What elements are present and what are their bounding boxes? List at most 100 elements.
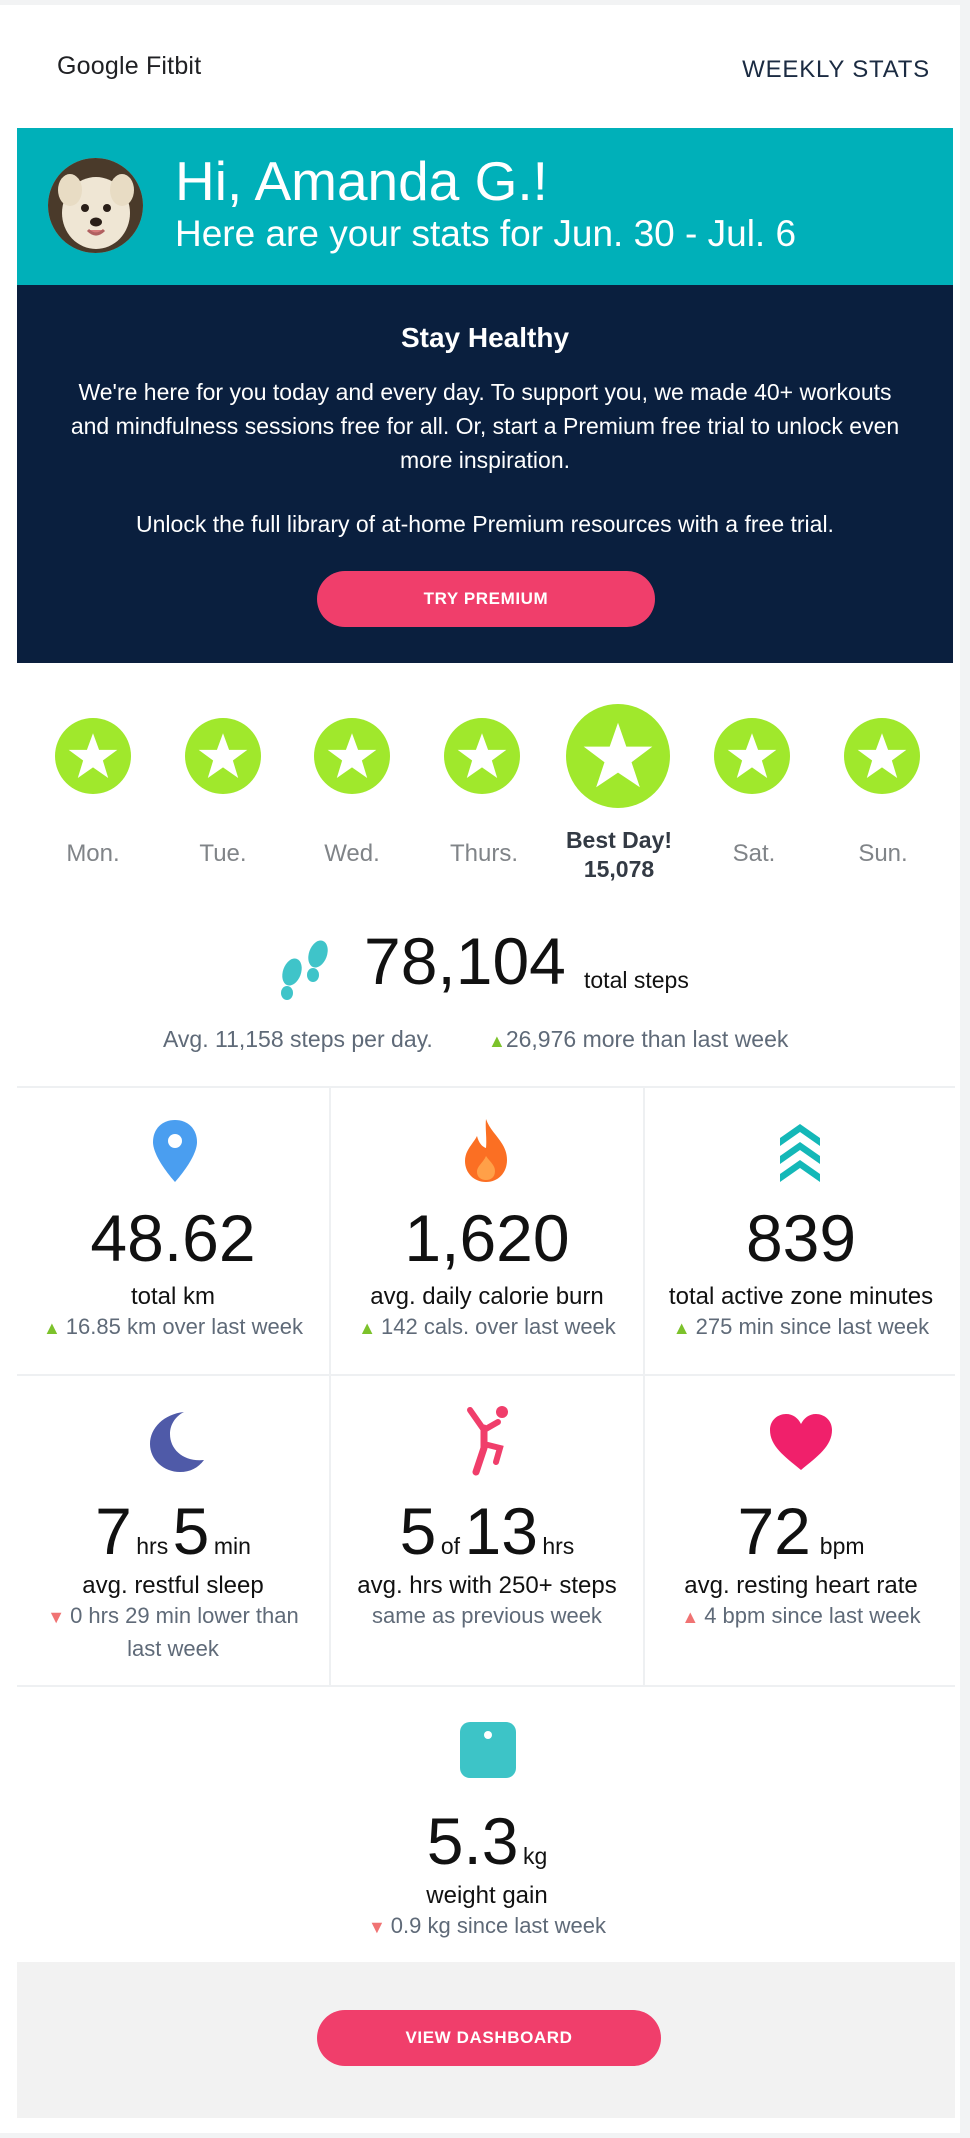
active-person-icon [467,1406,508,1476]
footer-band: VIEW DASHBOARD [17,1962,955,2118]
weight-title: weight gain [426,1882,548,1909]
calorie-stat: 1,620 avg. daily calorie burn ▲ 142 cals… [331,1205,643,1344]
steps-change: ▲26,976 more than last week [488,1026,788,1053]
calorie-change: ▲ 142 cals. over last week [331,1311,643,1344]
avg-steps-text: Avg. 11,158 steps per day. [163,1026,433,1052]
azm-value: 839 [745,1201,857,1275]
star-icon [185,718,261,794]
weight-unit: kg [522,1843,548,1869]
location-pin-icon [153,1120,197,1182]
divider [643,1088,645,1685]
hourly-unit: hrs [542,1533,575,1559]
view-dashboard-button[interactable]: VIEW DASHBOARD [317,2010,661,2066]
hourly-value: 5 of 13 hrs [331,1498,643,1564]
hourly-title: avg. hrs with 250+ steps [357,1572,617,1599]
up-arrow-icon: ▲ [681,1607,705,1627]
weight-change-text: 0.9 kg since last week [390,1913,607,1938]
azm-stat: 839 total active zone minutes ▲ 275 min … [645,1205,957,1344]
up-arrow-icon: ▲ [488,1031,506,1051]
sleep-minutes-unit: min [213,1533,251,1559]
heart-change-text: 4 bpm since last week [704,1603,921,1628]
divider [17,1374,955,1376]
weekly-stats-link[interactable]: WEEKLY STATS [742,56,930,83]
day-label: Mon. [66,840,120,867]
sleep-stat: 7 hrs 5 min avg. restful sleep ▼ 0 hrs 2… [17,1498,329,1664]
avatar [48,158,143,253]
weight-stat: 5.3 kg weight gain ▼ 0.9 kg since last w… [331,1808,643,1943]
heart-rate-value: 72 [737,1494,811,1568]
down-arrow-icon: ▼ [47,1607,71,1627]
heart-value: 72 bpm [645,1498,957,1564]
greeting-banner: Hi, Amanda G.! Here are your stats for J… [17,128,953,285]
star-icon [714,718,790,794]
day-label: Thurs. [449,840,518,867]
promo-text: We're here for you today and every day. … [70,379,900,473]
up-arrow-icon: ▲ [42,1318,66,1338]
azm-title: total active zone minutes [668,1283,934,1310]
promo-title: Stay Healthy [400,322,570,353]
heart-change: ▲ 4 bpm since last week [645,1600,957,1633]
sleep-minutes: 5 [172,1494,210,1568]
steps-change-text: 26,976 more than last week [505,1026,789,1052]
fitbit-logo[interactable]: Google Fitbit [57,52,202,80]
km-title: total km [130,1283,216,1310]
up-arrow-icon: ▲ [358,1318,382,1338]
divider [17,1086,955,1088]
best-day-steps: 15,078 [583,856,655,882]
dog-photo-icon [48,158,143,253]
day-label: Sat. [732,840,776,867]
calorie-change-text: 142 cals. over last week [381,1314,616,1339]
sleep-hours-unit: hrs [136,1533,169,1559]
km-change: ▲ 16.85 km over last week [17,1311,329,1344]
calorie-value: 1,620 [404,1201,570,1275]
heart-rate-unit: bpm [819,1533,865,1559]
hourly-num: 5 [399,1494,437,1568]
azm-change: ▲ 275 min since last week [645,1311,957,1344]
active-zone-chevrons-icon [780,1124,820,1182]
star-icon [444,718,520,794]
sleep-value: 7 hrs 5 min [17,1498,329,1564]
moon-icon [150,1412,204,1472]
weight-change: ▼ 0.9 kg since last week [331,1910,643,1943]
heart-title: avg. resting heart rate [684,1572,918,1599]
divider [329,1088,331,1685]
scale-icon [460,1722,516,1778]
sleep-title: avg. restful sleep [82,1572,264,1599]
sleep-hours: 7 [95,1494,132,1568]
star-icon [55,718,131,794]
promo-text-secondary: Unlock the full library of at-home Premi… [136,511,834,537]
sleep-change: ▼ 0 hrs 29 min lower than last week [17,1600,329,1664]
km-change-text: 16.85 km over last week [65,1314,304,1339]
heart-icon [770,1414,832,1470]
total-steps-unit: total steps [584,967,689,993]
flame-icon [465,1119,507,1182]
divider [17,1685,955,1687]
weight-value: 5.3 kg [331,1808,643,1874]
day-label: Sun. [858,840,908,867]
greeting-title: Hi, Amanda G.! [175,150,548,212]
best-day-star-icon [566,704,670,808]
star-icon [844,718,920,794]
day-label: Wed. [324,840,380,867]
best-day-label: Best Day! [565,827,673,853]
sleep-change-text: 0 hrs 29 min lower than last week [70,1603,299,1661]
calorie-title: avg. daily calorie burn [370,1283,604,1310]
star-icon [314,718,390,794]
azm-change-text: 275 min since last week [695,1314,930,1339]
hourly-of: of [440,1533,461,1559]
km-value: 48.62 [90,1201,256,1275]
hourly-den: 13 [464,1494,538,1568]
greeting-subtitle: Here are your stats for Jun. 30 - Jul. 6 [175,213,797,254]
day-label: Tue. [199,840,247,867]
heart-rate-stat: 72 bpm avg. resting heart rate ▲ 4 bpm s… [645,1498,957,1633]
weight-value-number: 5.3 [426,1804,519,1878]
km-stat: 48.62 total km ▲ 16.85 km over last week [17,1205,329,1344]
down-arrow-icon: ▼ [367,1917,391,1937]
hourly-change: same as previous week [372,1603,602,1628]
up-arrow-icon: ▲ [672,1318,696,1338]
total-steps-value: 78,104 [364,924,566,998]
try-premium-button[interactable]: TRY PREMIUM [317,571,655,627]
promo-section: Stay Healthy We're here for you today an… [17,285,953,663]
footsteps-icon [281,940,328,1000]
hourly-steps-stat: 5 of 13 hrs avg. hrs with 250+ steps sam… [331,1498,643,1631]
